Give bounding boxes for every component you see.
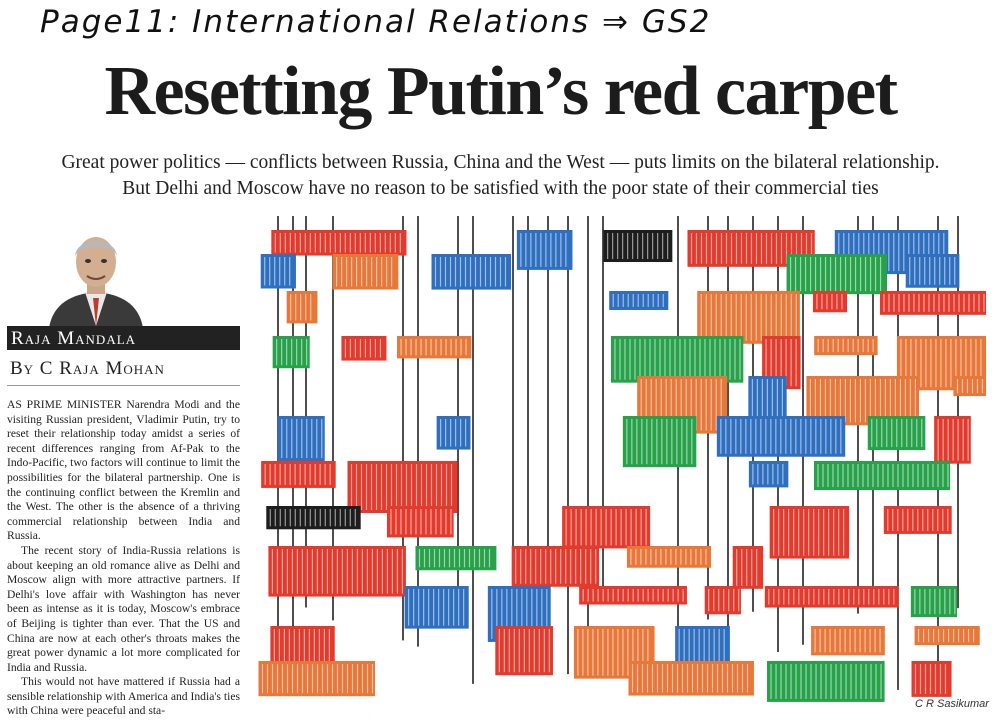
container-block: [811, 626, 885, 656]
container-block: [266, 506, 361, 530]
handwritten-annotation: Page11: International Relations ⇒ GS2: [40, 4, 712, 40]
container-block: [562, 506, 651, 549]
illustration-credit: C R Sasikumar: [915, 698, 989, 710]
author-portrait: [49, 237, 143, 328]
container-block: [386, 506, 454, 538]
container-block: [883, 506, 952, 534]
container-block: [626, 546, 711, 568]
container-block: [769, 506, 850, 559]
container-block: [431, 254, 512, 290]
container-block: [812, 291, 848, 313]
container-block: [704, 586, 741, 615]
container-block: [879, 291, 986, 315]
container-block: [697, 291, 800, 344]
container-block: [786, 254, 887, 295]
container-block: [910, 586, 958, 618]
container-block: [622, 416, 697, 468]
container-block: [748, 461, 789, 488]
container-block: [511, 546, 600, 587]
container-block: [813, 461, 951, 491]
container-block: [397, 336, 472, 359]
container-block: [610, 336, 744, 383]
deck-line-2: But Delhi and Moscow have no reason to b…: [122, 178, 879, 199]
container-block: [603, 230, 673, 263]
container-block: [716, 416, 846, 457]
container-block: [953, 376, 986, 397]
container-block: [609, 291, 669, 310]
container-block: [516, 230, 573, 270]
container-block: [495, 626, 553, 676]
container-block: [687, 230, 815, 267]
divider: [7, 385, 240, 386]
article-body: AS PRIME MINISTER Narendra Modi and the …: [7, 398, 240, 719]
container-block: [258, 661, 375, 697]
byline: By C Raja Mohan: [10, 358, 165, 379]
container-block: [347, 461, 458, 514]
container-block: [286, 291, 318, 324]
container-block: [628, 661, 754, 696]
container-block: [764, 586, 899, 608]
container-block: [767, 661, 885, 702]
container-illustration: [258, 216, 986, 702]
container-block: [268, 546, 406, 597]
container-block: [272, 336, 310, 369]
container-block: [911, 661, 952, 697]
container-block: [436, 416, 471, 450]
container-block: [732, 546, 764, 589]
paragraph-1: AS PRIME MINISTER Narendra Modi and the …: [7, 398, 240, 543]
column-name: Raja Mandala: [7, 326, 240, 350]
container-block: [332, 254, 399, 290]
container-block: [814, 336, 878, 356]
container-block: [341, 336, 387, 361]
container-block: [934, 416, 971, 464]
paragraph-3: This would not have mattered if Russia h…: [7, 675, 240, 718]
paragraph-2: The recent story of India-Russia relatio…: [7, 543, 240, 674]
container-block: [415, 546, 497, 571]
deck: Great power politics — conflicts between…: [0, 150, 1001, 202]
container-block: [914, 626, 980, 646]
container-block: [277, 416, 325, 462]
container-block: [261, 461, 336, 488]
container-block: [905, 254, 960, 288]
container-block: [867, 416, 926, 451]
container-block: [404, 586, 469, 629]
headline: Resetting Putin’s red carpet: [104, 53, 898, 130]
deck-line-1: Great power politics — conflicts between…: [61, 152, 940, 173]
container-block: [579, 586, 687, 605]
container-block: [271, 230, 407, 256]
container-block: [260, 254, 296, 289]
